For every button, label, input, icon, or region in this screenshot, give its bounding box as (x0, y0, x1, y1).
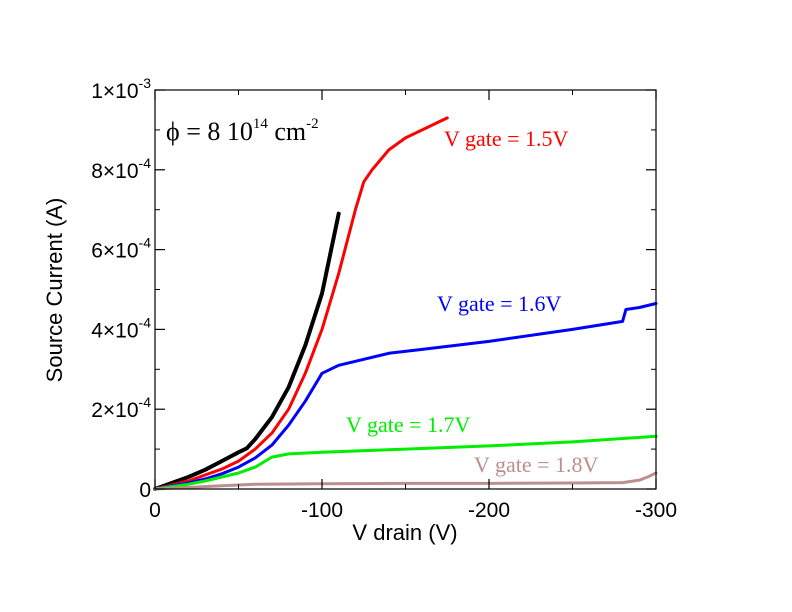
series-line-0 (153, 211, 341, 491)
series-label-1.7V: V gate = 1.7V (346, 412, 471, 437)
y-axis-title: Source Current (A) (42, 198, 67, 383)
fluence-unit-exponent: -2 (306, 116, 319, 132)
y-tick-label: 6×10-4 (91, 235, 151, 263)
x-tick-label: -100 (301, 499, 343, 522)
x-axis-title: V drain (V) (352, 520, 457, 545)
y-tick-label: 2×10-4 (91, 394, 151, 422)
series-label-1.8V: V gate = 1.8V (474, 452, 599, 477)
x-axis-ticks: 0 -100 -200 -300 (149, 90, 677, 522)
series-line-3 (153, 434, 658, 491)
series-line-4 (153, 471, 658, 491)
fluence-value: = 8 10 (180, 117, 253, 146)
x-tick-label: 0 (149, 499, 161, 522)
y-tick-label: 4×10-4 (91, 314, 151, 342)
fluence-annotation: ϕ = 8 1014 cm-2 (166, 116, 319, 146)
phi-symbol: ϕ (166, 117, 180, 146)
y-tick-label: 1×10-3 (91, 75, 151, 103)
x-tick-label: -200 (468, 499, 510, 522)
series-label-1.5V: V gate = 1.5V (444, 126, 569, 151)
fluence-exponent: 14 (253, 116, 269, 132)
series-line-2 (153, 302, 658, 491)
y-tick-label: 8×10-4 (91, 155, 151, 183)
fluence-unit: cm (268, 117, 306, 146)
x-tick-label: -300 (635, 499, 677, 522)
y-axis-ticks: 0 2×10-4 4×10-4 6×10-4 8×10-4 1×10-3 (91, 75, 656, 502)
series-label-1.6V: V gate = 1.6V (437, 291, 562, 316)
plot-series (153, 116, 658, 491)
y-tick-label: 0 (139, 479, 151, 502)
series-line-1 (153, 116, 449, 491)
